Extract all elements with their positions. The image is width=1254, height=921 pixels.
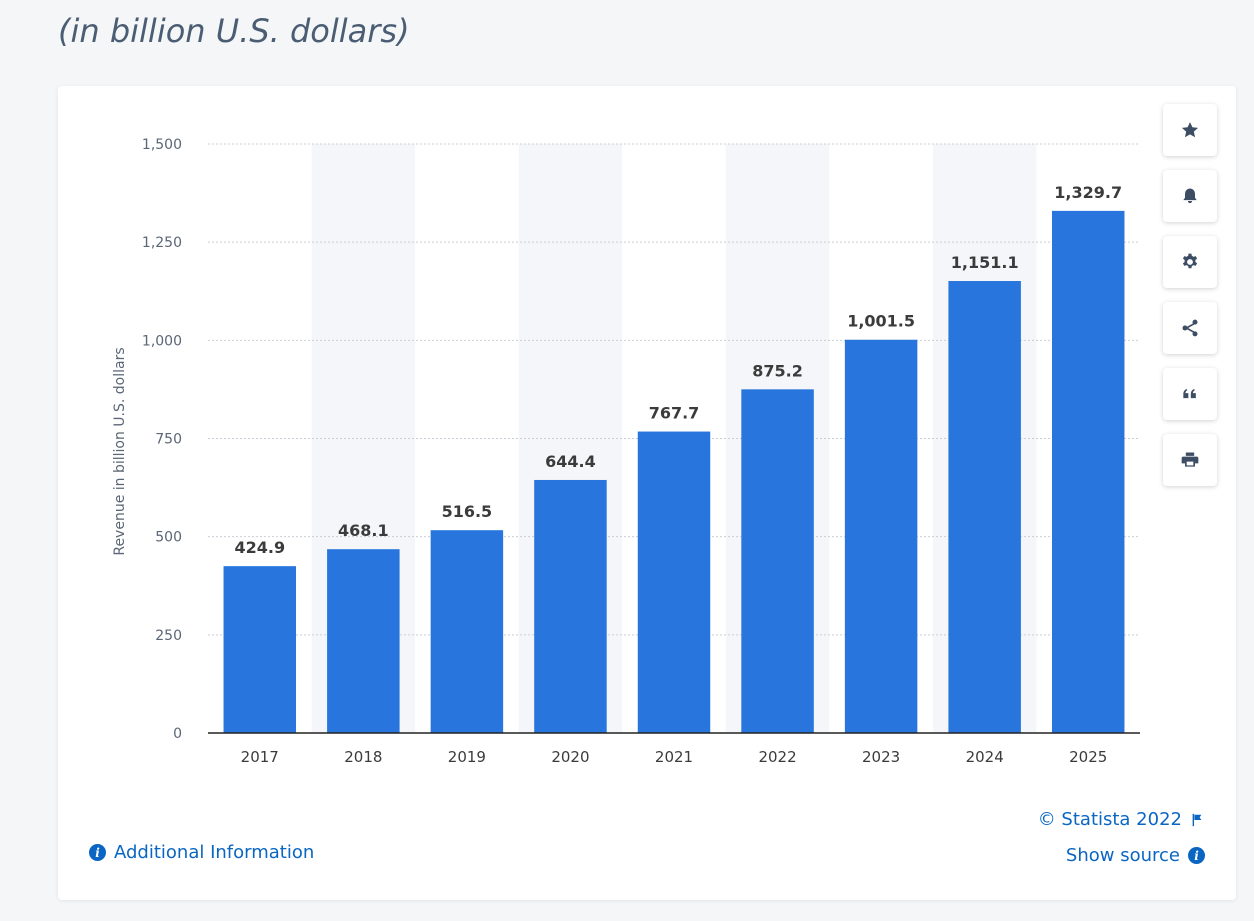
bar-2018 [327,549,400,733]
settings-button[interactable] [1163,236,1217,288]
print-button[interactable] [1163,434,1217,486]
bar-chart: 0 250 500 750 1,000 1,250 1,500 424.9 468.1 516.… [112,137,1140,766]
y-tick-label: 750 [155,432,182,448]
value-label: 644.4 [545,452,596,471]
info-icon: i [1188,847,1205,864]
share-button[interactable] [1163,302,1217,354]
additional-information-link[interactable]: i Additional Information [89,842,314,863]
quote-icon [1183,389,1196,399]
value-label: 1,001.5 [847,312,915,331]
value-labels: 424.9 468.1 516.5 644.4 767.7 875.2 1,001.5 1,1… [234,183,1122,557]
show-source-label: Show source [1065,845,1180,866]
flag-icon [1192,813,1202,826]
value-label: 516.5 [442,502,493,521]
bar-2019 [430,530,504,733]
star-icon [1181,122,1199,138]
bar-2020 [534,479,607,733]
favorite-button[interactable] [1163,104,1217,156]
bar-2024 [948,281,1021,733]
y-tick-label: 1,250 [142,235,182,251]
additional-information-label: Additional Information [114,842,315,863]
value-label: 875.2 [752,361,803,380]
y-tick-label: 1,500 [142,137,182,153]
bar-2025 [1051,210,1125,734]
x-tick-label: 2021 [655,748,693,766]
gear-icon [1182,253,1198,269]
cite-button[interactable] [1163,368,1217,420]
x-tick-label: 2024 [966,748,1004,766]
x-axis-ticks: 2017 2018 2019 2020 2021 2022 2023 2024 2025 [241,748,1108,766]
chart-subtitle: (in billion U.S. dollars) [58,12,410,50]
y-axis-ticks: 0 250 500 750 1,000 1,250 1,500 [142,137,182,742]
chart-card: 0 250 500 750 1,000 1,250 1,500 424.9 468.1 516.… [58,86,1236,900]
bars [223,210,1125,734]
value-label: 1,329.7 [1054,183,1122,202]
x-tick-label: 2025 [1069,748,1107,766]
value-label: 424.9 [234,538,285,557]
y-tick-label: 500 [155,530,182,546]
share-icon [1182,319,1198,337]
value-label: 468.1 [338,521,389,540]
x-tick-label: 2022 [758,748,796,766]
bell-icon [1183,188,1197,204]
printer-icon [1181,452,1199,467]
y-tick-label: 0 [173,726,182,742]
value-label: 1,151.1 [951,253,1019,272]
copyright-label: © Statista 2022 [1037,809,1182,830]
bar-2022 [741,389,814,733]
x-tick-label: 2020 [551,748,589,766]
x-tick-label: 2018 [344,748,382,766]
value-label: 767.7 [649,404,700,423]
y-axis-label: Revenue in billion U.S. dollars [112,347,128,555]
info-icon: i [89,844,106,861]
y-tick-label: 250 [155,628,182,644]
bar-2017 [223,566,297,733]
copyright-notice[interactable]: © Statista 2022 [1038,809,1204,830]
bar-2021 [637,431,711,733]
notification-button[interactable] [1163,170,1217,222]
x-tick-label: 2023 [862,748,900,766]
x-tick-label: 2017 [241,748,279,766]
y-tick-label: 1,000 [142,333,182,349]
show-source-link[interactable]: Show source i [1066,845,1205,866]
bar-2023 [844,339,918,733]
x-tick-label: 2019 [448,748,486,766]
